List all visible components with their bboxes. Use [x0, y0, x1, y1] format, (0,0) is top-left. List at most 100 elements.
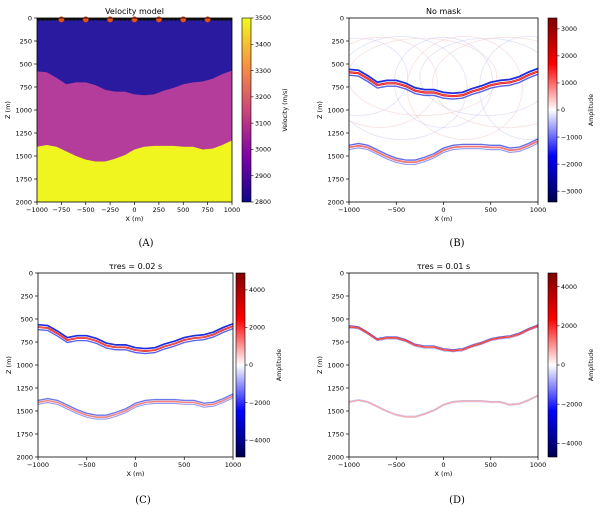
- colorbar-tick-label: 3200: [255, 94, 271, 101]
- y-tick-label: 1000: [327, 361, 344, 369]
- y-tick-label: 750: [332, 338, 344, 346]
- y-tick-label: 2000: [15, 198, 32, 206]
- x-tick-label: −1000: [27, 461, 49, 469]
- reflector-2-highlight: [349, 395, 538, 417]
- y-axis-label: Z (m): [4, 101, 12, 119]
- receiver-marker: [36, 18, 42, 22]
- source-marker: [155, 16, 162, 23]
- y-tick-label: 1000: [327, 106, 344, 114]
- receiver-marker: [196, 18, 202, 22]
- reflector-2-negative-lobe-lower: [349, 396, 538, 418]
- receiver-marker: [200, 18, 205, 22]
- x-tick-label: 500: [178, 461, 190, 469]
- receiver-marker: [145, 18, 151, 22]
- colorbar-tick-label: 3000: [255, 147, 271, 154]
- x-axis-label: X (m): [435, 215, 453, 223]
- colorbar-tick-label: 2000: [561, 323, 577, 330]
- x-axis-label: X (m): [126, 215, 144, 223]
- x-axis-label: X (m): [435, 470, 453, 478]
- panel-caption: (C): [135, 495, 151, 506]
- migration-artifact: [349, 36, 468, 140]
- reflector-1-negative-lobe-lower: [349, 73, 538, 100]
- y-tick-label: 2000: [327, 198, 344, 206]
- migration-artifact: [349, 37, 408, 116]
- receiver-marker: [169, 18, 174, 22]
- image-background: [38, 273, 233, 457]
- source-marker: [58, 16, 65, 23]
- colorbar-label: Amplitude: [588, 94, 595, 126]
- x-tick-label: 1000: [224, 206, 241, 214]
- y-tick-label: 1250: [327, 384, 344, 392]
- receiver-marker: [114, 18, 120, 22]
- reflector-2-negative-lobe: [349, 138, 538, 161]
- x-tick-label: −1000: [26, 206, 48, 214]
- migration-artifact: [432, 36, 538, 128]
- receiver-marker: [188, 18, 194, 22]
- reflector-1-negative-lobe-lower: [349, 326, 538, 353]
- y-tick-label: 1250: [327, 129, 344, 137]
- reflector-1-highlight: [38, 325, 233, 352]
- receiver-marker: [126, 18, 131, 22]
- x-tick-label: 500: [485, 206, 497, 214]
- y-tick-label: 500: [332, 315, 344, 323]
- y-tick-label: 1000: [16, 361, 33, 369]
- receiver-marker: [118, 18, 124, 22]
- x-tick-label: 500: [177, 206, 189, 214]
- y-tick-label: 1500: [327, 407, 344, 415]
- receiver-marker: [99, 18, 104, 22]
- reflector-1-negative-lobe: [349, 324, 538, 350]
- receiver-marker: [161, 18, 166, 22]
- receiver-marker: [91, 18, 96, 22]
- colorbar-tick-label: 4000: [249, 287, 265, 294]
- receiver-marker: [122, 18, 127, 22]
- receiver-marker: [48, 18, 53, 22]
- y-tick-label: 0: [340, 14, 344, 22]
- reflector-2-highlight: [349, 140, 538, 163]
- receiver-marker: [216, 18, 221, 22]
- receiver-marker: [138, 18, 143, 22]
- y-tick-label: 0: [340, 269, 344, 277]
- receiver-marker: [173, 18, 178, 22]
- y-tick-label: 500: [332, 60, 344, 68]
- chart-title: Velocity model: [105, 7, 164, 16]
- reflector-2-negative-lobe-lower: [349, 142, 538, 165]
- colorbar-tick-label: 3500: [255, 15, 271, 22]
- y-tick-label: 750: [332, 83, 344, 91]
- x-tick-label: 1000: [225, 461, 242, 469]
- receiver-marker: [192, 18, 198, 22]
- chart-title: τres = 0.02 s: [109, 262, 162, 271]
- colorbar-tick-label: −2000: [561, 161, 582, 168]
- panel-velocity-model: Velocity model −1000 −750 −500 −250 0 250 500 75…: [4, 7, 289, 249]
- x-tick-label: 0: [441, 461, 445, 469]
- colorbar-tick-label: 3000: [561, 26, 577, 33]
- y-tick-label: 250: [332, 37, 344, 45]
- reflector-2-highlight: [38, 395, 233, 418]
- panel-caption: (A): [138, 238, 153, 249]
- x-tick-label: −500: [78, 461, 96, 469]
- x-tick-label: −500: [387, 461, 405, 469]
- colorbar-tick-label: −1000: [561, 134, 582, 141]
- reflector-1-negative-lobe: [38, 322, 233, 350]
- colorbar-tick-label: 4000: [561, 284, 577, 291]
- colorbar-tick-label: 0: [249, 362, 253, 369]
- panel-image-c: τres = 0.02 s −1000 −500 0 500 1000 0 250 500 750…: [5, 262, 283, 506]
- receiver-marker: [40, 18, 46, 22]
- colorbar: [547, 272, 558, 458]
- x-tick-label: −750: [52, 206, 70, 214]
- x-tick-label: −250: [101, 206, 119, 214]
- receiver-marker: [165, 18, 170, 22]
- colorbar-label: Amplitude: [588, 349, 595, 381]
- colorbar-tick-label: 0: [561, 362, 565, 369]
- colorbar: [235, 272, 246, 458]
- colorbar-tick-label: 2000: [561, 53, 577, 60]
- colorbar-tick-label: 1000: [561, 80, 577, 87]
- image-background: [349, 273, 538, 457]
- receiver-marker: [212, 18, 217, 22]
- y-axis-label: Z (m): [316, 101, 324, 119]
- colorbar-label: Velocity (m/s): [282, 88, 289, 131]
- colorbar-tick-label: 3100: [255, 120, 271, 127]
- y-tick-label: 2000: [327, 453, 344, 461]
- x-tick-label: 0: [132, 206, 136, 214]
- y-tick-label: 0: [28, 14, 32, 22]
